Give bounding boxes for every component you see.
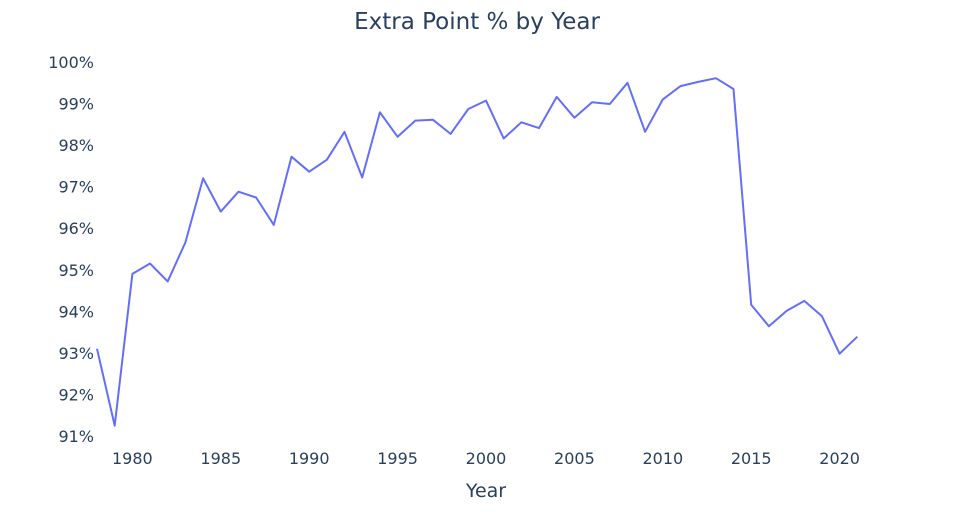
data-point[interactable] [306, 169, 312, 175]
data-point[interactable] [324, 157, 330, 163]
data-point[interactable] [660, 96, 666, 102]
y-tick-label: 100% [48, 53, 94, 72]
x-tick-label: 2010 [642, 449, 683, 468]
data-point[interactable] [678, 83, 684, 89]
data-point[interactable] [784, 308, 790, 314]
y-tick-label: 98% [58, 136, 94, 155]
data-point[interactable] [412, 118, 418, 124]
data-point[interactable] [801, 298, 807, 304]
data-point[interactable] [147, 261, 153, 267]
data-point[interactable] [218, 209, 224, 215]
y-tick-label: 93% [58, 344, 94, 363]
data-point[interactable] [518, 119, 524, 125]
x-tick-label: 1990 [289, 449, 330, 468]
x-tick-label: 2000 [466, 449, 507, 468]
data-point[interactable] [536, 125, 542, 131]
x-tick-label: 1980 [112, 449, 153, 468]
data-point[interactable] [342, 129, 348, 135]
data-point[interactable] [748, 302, 754, 308]
data-point[interactable] [589, 99, 595, 105]
data-point[interactable] [607, 101, 613, 107]
data-point[interactable] [395, 134, 401, 140]
data-point[interactable] [837, 351, 843, 357]
data-point[interactable] [571, 115, 577, 121]
y-tick-label: 99% [58, 95, 94, 114]
data-point[interactable] [289, 154, 295, 160]
data-point[interactable] [165, 278, 171, 284]
y-axis-ticks: 91% 92% 93% 94% 95% 96% 97% 98% 99% 100% [48, 53, 94, 446]
x-tick-label: 2020 [819, 449, 860, 468]
x-axis-ticks: 1980 1985 1990 1995 2000 2005 2010 2015 2020 [112, 449, 860, 468]
data-point[interactable] [112, 423, 118, 429]
data-point[interactable] [182, 239, 188, 245]
data-point[interactable] [642, 129, 648, 135]
x-tick-label: 1995 [377, 449, 418, 468]
chart-title: Extra Point % by Year [354, 9, 600, 35]
data-point[interactable] [448, 131, 454, 137]
data-point[interactable] [624, 80, 630, 86]
data-point[interactable] [235, 189, 241, 195]
data-point[interactable] [483, 98, 489, 104]
data-point[interactable] [129, 271, 135, 277]
data-point[interactable] [766, 323, 772, 329]
data-point[interactable] [501, 135, 507, 141]
y-tick-label: 92% [58, 385, 94, 404]
data-point[interactable] [854, 334, 860, 340]
y-tick-label: 91% [58, 427, 94, 446]
data-point[interactable] [554, 94, 560, 100]
data-point[interactable] [731, 86, 737, 92]
x-tick-label: 2015 [731, 449, 772, 468]
data-point[interactable] [271, 222, 277, 228]
data-point[interactable] [713, 75, 719, 81]
data-point[interactable] [94, 346, 100, 352]
data-point[interactable] [465, 106, 471, 112]
y-tick-label: 95% [58, 261, 94, 280]
data-point[interactable] [253, 194, 259, 200]
data-point[interactable] [377, 109, 383, 115]
x-axis-title: Year [465, 480, 506, 502]
data-point[interactable] [359, 175, 365, 181]
data-point[interactable] [200, 175, 206, 181]
series-line [96, 77, 858, 427]
y-tick-label: 97% [58, 178, 94, 197]
x-tick-label: 1985 [200, 449, 241, 468]
y-tick-label: 94% [58, 302, 94, 321]
data-point[interactable] [819, 313, 825, 319]
y-tick-label: 96% [58, 219, 94, 238]
data-point[interactable] [695, 79, 701, 85]
data-point[interactable] [430, 117, 436, 123]
plot-area [94, 75, 860, 429]
x-tick-label: 2005 [554, 449, 595, 468]
